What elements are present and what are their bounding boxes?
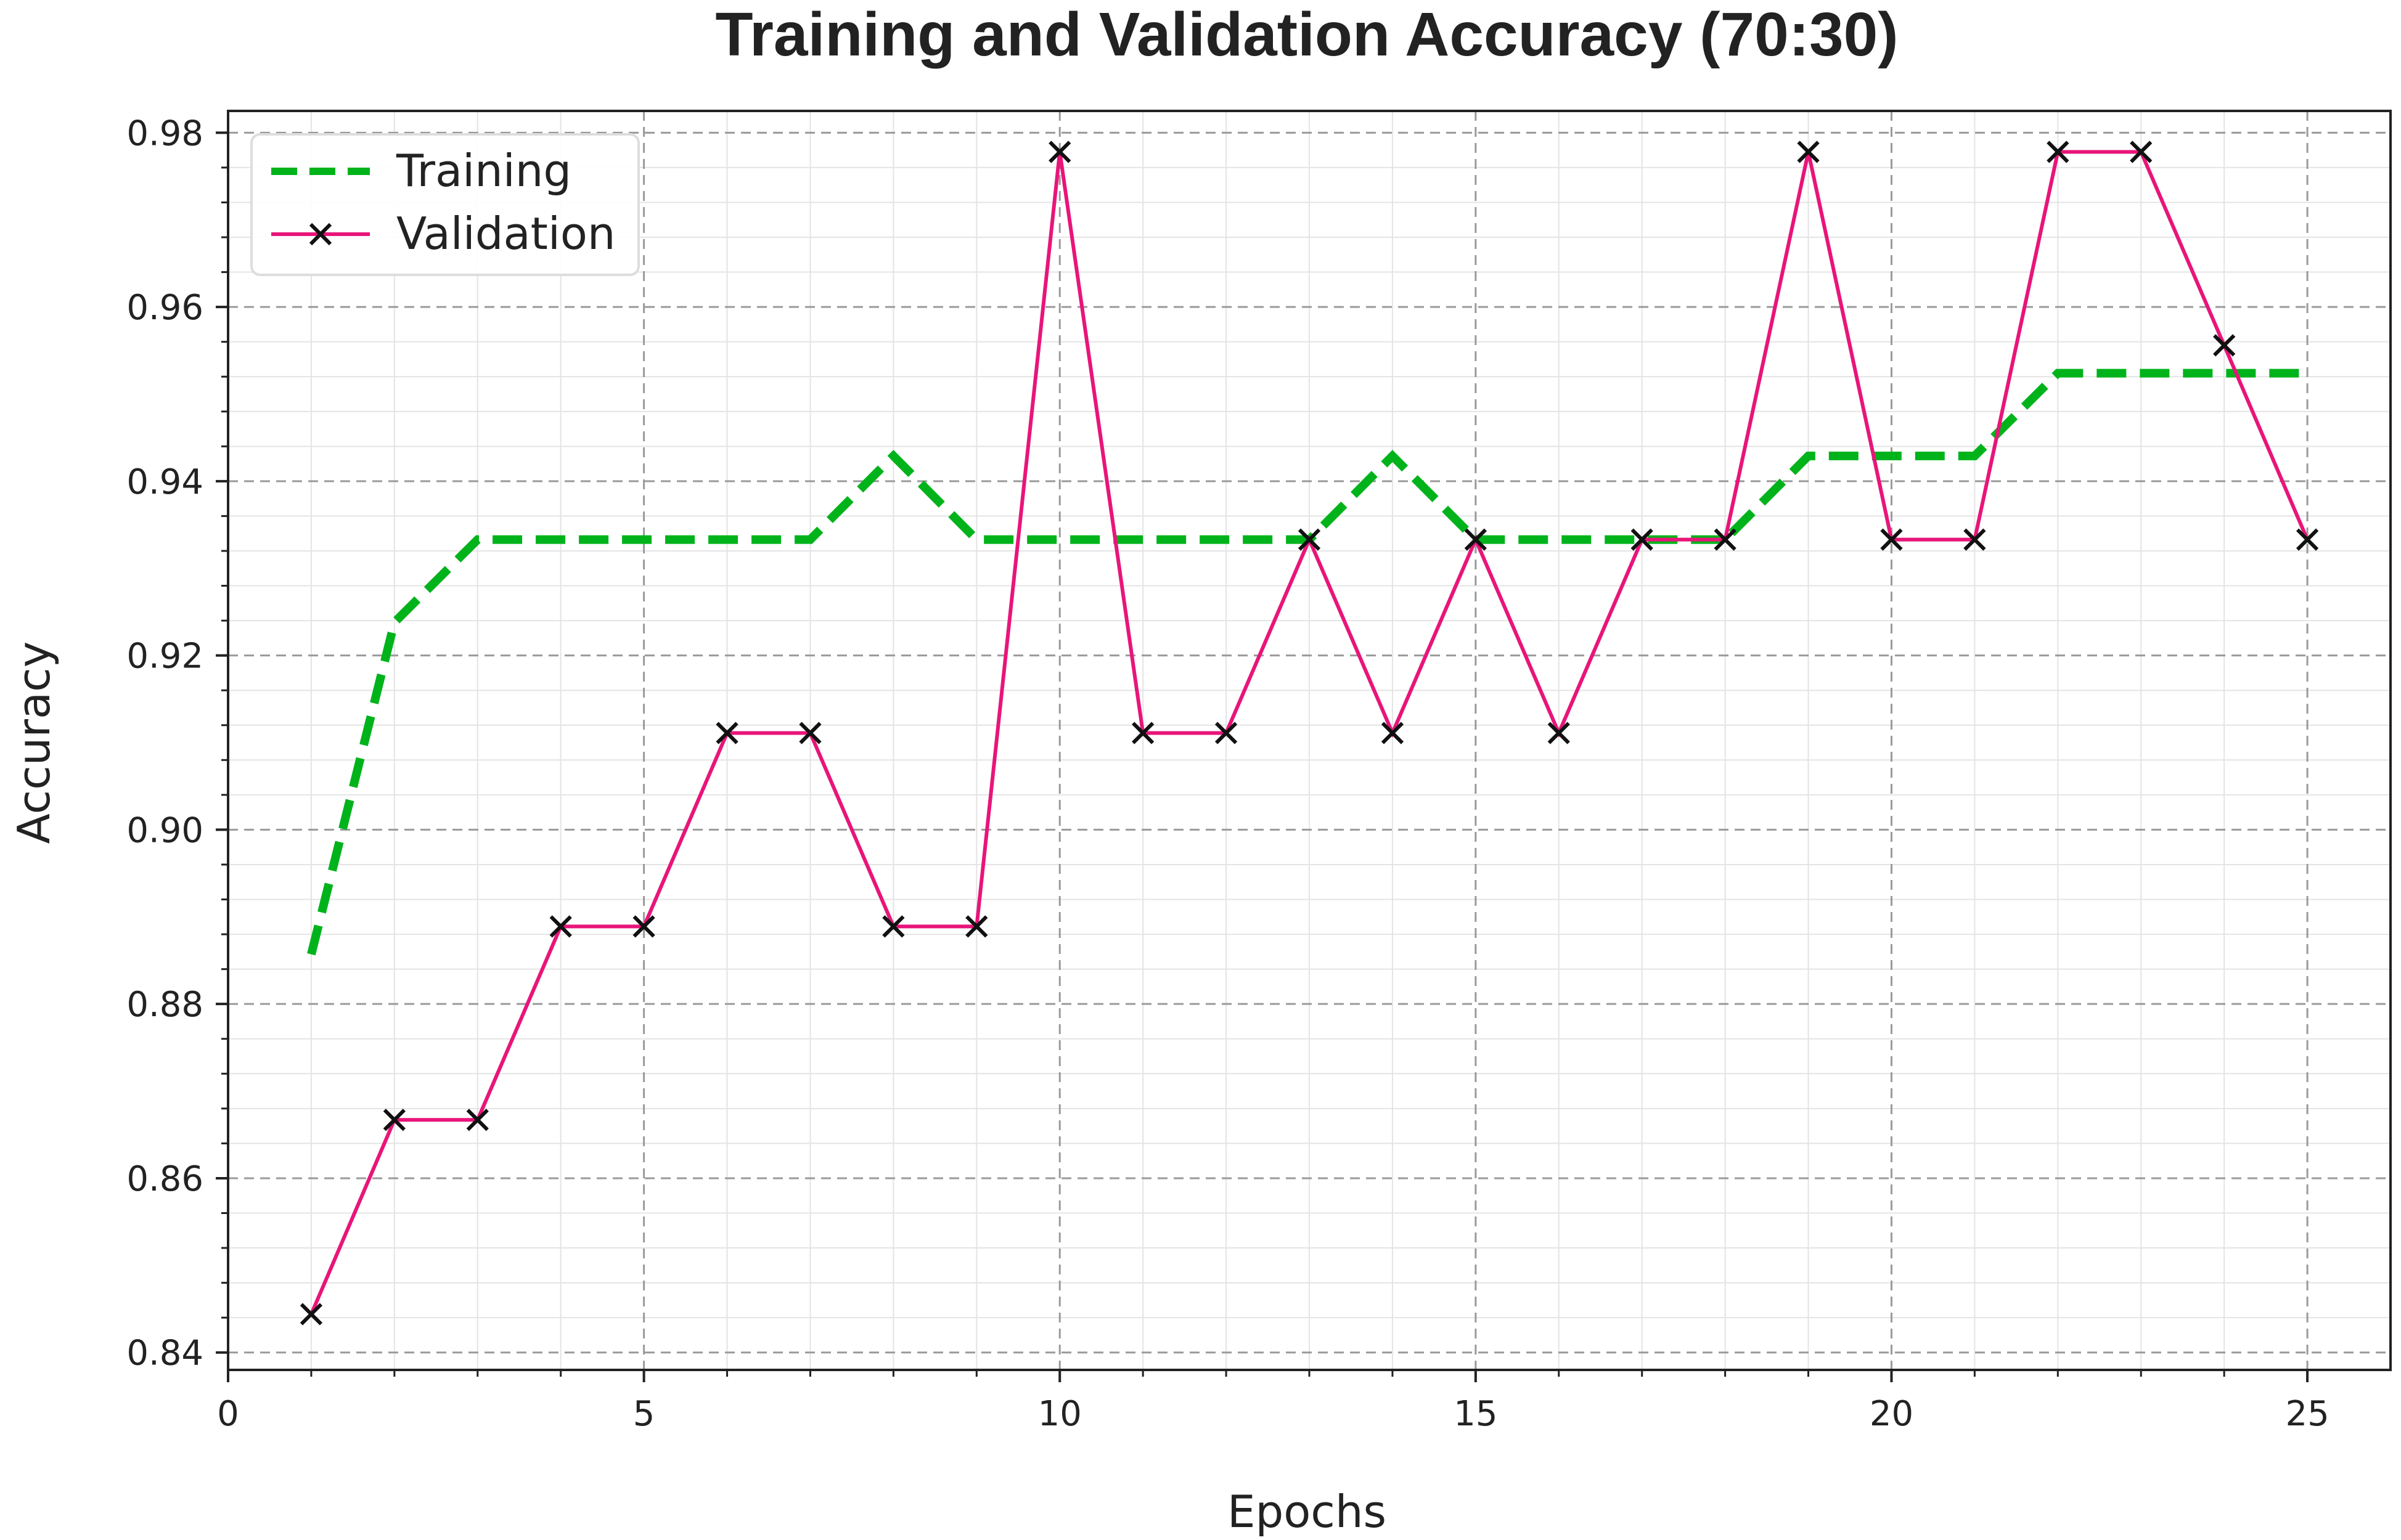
data-point-validation (965, 915, 988, 938)
data-point-validation (1797, 141, 1820, 163)
y-tick-label: 0.92 (126, 637, 203, 677)
marker-stroke (549, 915, 572, 938)
x-axis-label: Epochs (1227, 1486, 1386, 1538)
y-tick-label: 0.96 (126, 288, 203, 328)
marker-stroke (1630, 528, 1653, 551)
marker-stroke (383, 1109, 406, 1131)
data-point-validation (2296, 528, 2319, 551)
marker-stroke (2047, 141, 2069, 163)
data-point-validation (2213, 334, 2236, 357)
minor-grid (228, 111, 2391, 1370)
data-point-validation (1714, 528, 1736, 551)
data-point-validation (882, 915, 905, 938)
data-point-validation (1214, 722, 1238, 744)
marker-stroke (1963, 528, 1986, 551)
marker-stroke (1132, 722, 1155, 744)
marker-stroke (882, 915, 905, 938)
data-point-validation (1880, 528, 1903, 551)
y-tick-label: 0.84 (126, 1334, 203, 1374)
marker-stroke (1714, 528, 1736, 551)
data-point-validation (1049, 141, 1071, 163)
marker-stroke (1049, 141, 1071, 163)
marker-stroke (1381, 722, 1404, 744)
data-point-validation (2047, 141, 2069, 163)
legend-training-label: Training (396, 145, 571, 197)
y-tick-label: 0.86 (126, 1159, 203, 1199)
data-point-validation (632, 915, 655, 938)
marker-stroke (1880, 528, 1903, 551)
data-point-validation (799, 722, 822, 744)
legend-validation-label: Validation (396, 208, 616, 259)
marker-stroke (965, 915, 988, 938)
data-point-validation (1381, 722, 1404, 744)
marker-stroke (799, 722, 822, 744)
marker-stroke (1214, 722, 1238, 744)
x-tick-label: 25 (2285, 1394, 2329, 1434)
series-layer (300, 141, 2319, 1326)
data-point-validation (466, 1109, 489, 1131)
y-tick-label: 0.98 (126, 113, 203, 153)
x-tick-label: 0 (217, 1394, 239, 1434)
marker-stroke (2213, 334, 2236, 357)
marker-stroke (1298, 528, 1321, 551)
data-point-validation (300, 1303, 323, 1326)
data-point-validation (549, 915, 572, 938)
data-point-validation (1630, 528, 1653, 551)
y-tick-label: 0.94 (126, 462, 203, 502)
data-point-validation (1963, 528, 1986, 551)
marker-stroke (2130, 141, 2153, 163)
data-point-validation (1132, 722, 1155, 744)
data-point-validation (383, 1109, 406, 1131)
x-tick-label: 20 (1870, 1394, 1913, 1434)
y-tick-label: 0.88 (126, 985, 203, 1025)
x-tick-label: 5 (633, 1394, 655, 1434)
data-point-validation (716, 722, 738, 744)
data-point-validation (1298, 528, 1321, 551)
axis-ticks: 0 5 10 15 20 25 0.84 0.86 0.88 0.90 0.92 0.94 0.96 0.… (126, 113, 2329, 1434)
chart-title: Training and Validation Accuracy (70:30) (715, 0, 1898, 69)
marker-stroke (2296, 528, 2319, 551)
x-tick-label: 15 (1454, 1394, 1497, 1434)
data-point-validation (1464, 528, 1487, 551)
y-axis-label: Accuracy (8, 642, 60, 844)
data-point-validation (1547, 722, 1570, 744)
major-grid (228, 111, 2391, 1370)
legend-validation-marker-icon (309, 222, 332, 246)
marker-stroke (1547, 722, 1570, 744)
marker-stroke (300, 1303, 323, 1326)
legend: Training Validation (250, 133, 640, 276)
data-point-validation (2130, 141, 2153, 163)
marker-stroke (716, 722, 738, 744)
marker-stroke (1464, 528, 1487, 551)
marker-stroke (632, 915, 655, 938)
marker-stroke (1797, 141, 1820, 163)
marker-stroke (466, 1109, 489, 1131)
y-tick-label: 0.90 (126, 810, 203, 850)
x-tick-label: 10 (1038, 1394, 1082, 1434)
